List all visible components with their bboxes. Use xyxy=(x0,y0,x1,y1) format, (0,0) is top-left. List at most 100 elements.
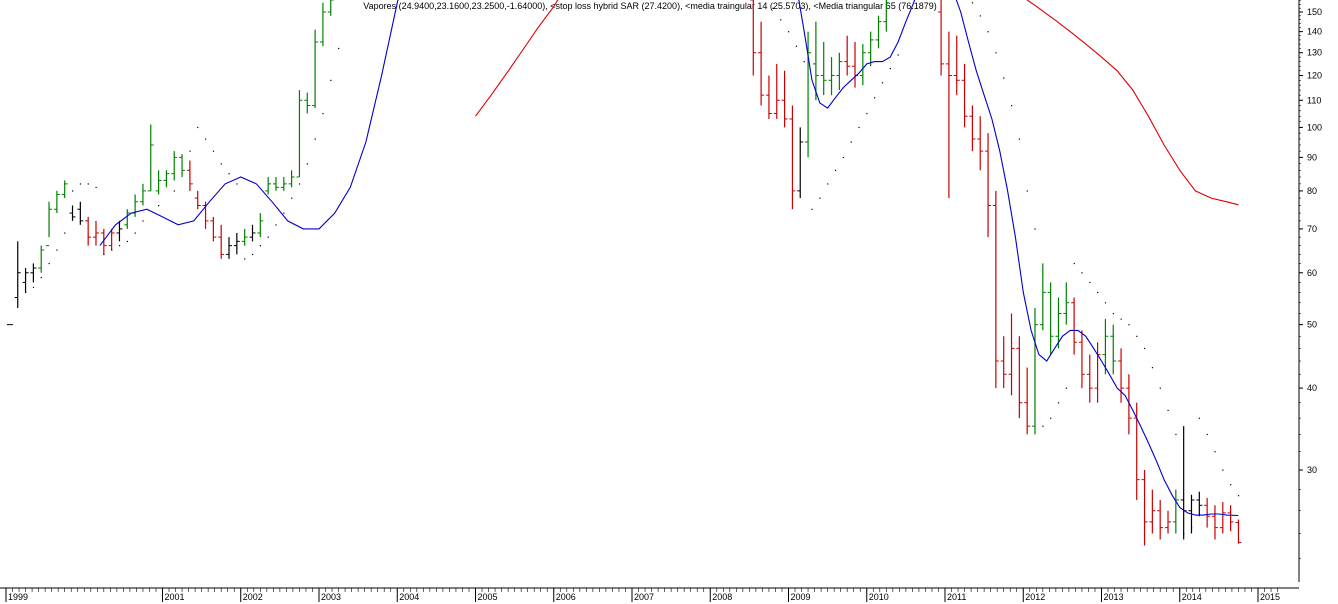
sar-dot xyxy=(1159,387,1161,389)
sar-dot xyxy=(126,240,128,243)
sar-dot xyxy=(236,183,238,185)
x-tick-label: 2004 xyxy=(399,592,419,602)
chart-title: Vapores (24.9400,23.1600,23.2500,-1.6400… xyxy=(363,1,936,11)
ohlc-bar xyxy=(1118,348,1125,403)
ohlc-bar xyxy=(1039,263,1046,331)
y-tick-label: 60 xyxy=(1307,268,1317,278)
ohlc-bar xyxy=(69,205,76,221)
sar-dot xyxy=(866,112,868,115)
sar-dot xyxy=(87,183,89,185)
ohlc-bar xyxy=(218,224,225,259)
sar-dot xyxy=(72,190,74,192)
sar-dot xyxy=(244,258,246,260)
sar-dot xyxy=(40,277,42,279)
ohlc-bar xyxy=(875,15,882,49)
ohlc-bar xyxy=(1047,282,1054,355)
ohlc-bar xyxy=(226,237,233,259)
sar-dot xyxy=(803,61,805,63)
ohlc-bar xyxy=(312,29,319,109)
sar-dots xyxy=(25,2,1240,535)
ohlc-bar xyxy=(805,31,812,158)
sar-dot xyxy=(291,197,293,199)
ohlc-bar xyxy=(977,116,984,171)
ohlc-bar xyxy=(116,220,123,242)
y-tick-label: 40 xyxy=(1307,383,1317,393)
indicator-lines xyxy=(99,0,1239,517)
ohlc-bar xyxy=(1235,519,1242,544)
ohlc-bar xyxy=(179,154,186,177)
ohlc-bar xyxy=(147,124,154,192)
sar-dot xyxy=(1128,324,1130,326)
sar-dot xyxy=(64,232,66,234)
sar-dot xyxy=(827,183,829,185)
ohlc-bar xyxy=(812,21,819,101)
ohlc-bar xyxy=(1016,336,1023,419)
sar-dot xyxy=(338,47,340,50)
ohlc-bar xyxy=(781,70,788,128)
sar-dot xyxy=(259,245,262,247)
ohlc-bar xyxy=(85,216,92,246)
sar-dot xyxy=(1112,312,1114,315)
sar-dot xyxy=(298,183,301,185)
sar-dot xyxy=(228,173,230,175)
y-tick-label: 90 xyxy=(1307,152,1317,162)
ohlc-bar xyxy=(859,44,866,86)
sar-dot xyxy=(1050,417,1052,419)
sar-dot xyxy=(118,245,121,247)
sar-dot xyxy=(56,249,58,251)
sar-dot xyxy=(220,163,222,165)
y-tick-label: 70 xyxy=(1307,224,1317,234)
y-tick-label: 30 xyxy=(1307,465,1317,475)
x-tick-label: 2005 xyxy=(478,592,498,602)
sar-dot xyxy=(79,183,82,185)
x-tick-label: 2010 xyxy=(869,592,889,602)
ohlc-bar xyxy=(765,75,772,119)
sar-dot xyxy=(1042,425,1044,427)
sar-dot xyxy=(306,163,308,165)
sar-dot xyxy=(1120,318,1122,320)
sar-dot xyxy=(1206,433,1208,436)
ohlc-bar xyxy=(820,41,827,96)
ohlc-bar xyxy=(249,224,256,242)
sar-dot xyxy=(1026,190,1028,192)
x-tick-label: 2001 xyxy=(165,592,185,602)
ohlc-bar xyxy=(155,170,162,195)
sar-dot xyxy=(795,45,798,47)
ohlc-bar xyxy=(265,176,272,195)
ohlc-bar xyxy=(1078,330,1085,389)
ohlc-bar xyxy=(789,105,796,210)
sar-dot xyxy=(1018,138,1021,140)
sar-dot xyxy=(32,286,35,289)
sar-dot xyxy=(987,31,989,33)
ohlc-bar xyxy=(1024,367,1031,435)
sar-dot xyxy=(103,253,105,256)
ohlc-bar xyxy=(92,220,99,246)
sar-dot xyxy=(881,82,884,84)
ohlc-bar xyxy=(961,63,968,128)
sar-dot xyxy=(788,31,790,33)
sar-dot xyxy=(1034,228,1036,230)
sar-dot xyxy=(1222,469,1224,471)
sar-dot xyxy=(1144,347,1146,350)
ohlc-bar xyxy=(1000,336,1007,389)
sar-dot xyxy=(1183,533,1185,535)
sar-dot xyxy=(322,112,324,115)
x-tick-label: 2011 xyxy=(947,592,966,602)
ohlc-bar xyxy=(272,176,279,191)
x-tick-label: 2014 xyxy=(1182,592,1202,602)
sar-dot xyxy=(1167,409,1169,412)
ohlc-bar xyxy=(46,201,53,247)
sar-dot xyxy=(811,208,813,210)
ohlc-bar xyxy=(1172,489,1179,534)
x-tick-label: 2013 xyxy=(1104,592,1124,602)
sar-dot xyxy=(874,97,876,99)
y-tick-label: 140 xyxy=(1307,27,1322,37)
ohlc-bar xyxy=(186,160,193,191)
ohlc-bar xyxy=(938,0,945,76)
sar-dot xyxy=(95,186,97,189)
ohlc-bar xyxy=(296,90,303,178)
y-tick-label: 100 xyxy=(1307,122,1322,132)
sar-dot xyxy=(283,212,285,214)
ohlc-bar xyxy=(758,21,765,106)
x-tick-label: 2012 xyxy=(1025,592,1045,602)
